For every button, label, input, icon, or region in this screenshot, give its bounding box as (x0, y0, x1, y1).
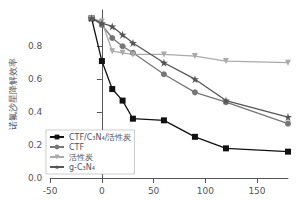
svg-text:0.2: 0.2 (28, 140, 42, 150)
svg-text:150: 150 (248, 186, 265, 196)
svg-text:g-C₃N₄: g-C₃N₄ (69, 163, 95, 172)
svg-text:0: 0 (99, 186, 105, 196)
svg-text:0.4: 0.4 (28, 107, 43, 117)
svg-text:0.0: 0.0 (28, 173, 43, 183)
svg-text:CTF/C₃N₄/活性炭: CTF/C₃N₄/活性炭 (69, 133, 131, 142)
svg-text:0.6: 0.6 (28, 74, 43, 84)
svg-text:CTF: CTF (69, 143, 84, 152)
svg-text:50: 50 (148, 186, 160, 196)
svg-text:-50: -50 (43, 186, 58, 196)
svg-text:活性炭: 活性炭 (69, 153, 93, 162)
svg-text:诺氟沙星降解效率: 诺氟沙星降解效率 (8, 58, 18, 130)
svg-text:0.8: 0.8 (28, 41, 43, 51)
svg-text:100: 100 (197, 186, 214, 196)
